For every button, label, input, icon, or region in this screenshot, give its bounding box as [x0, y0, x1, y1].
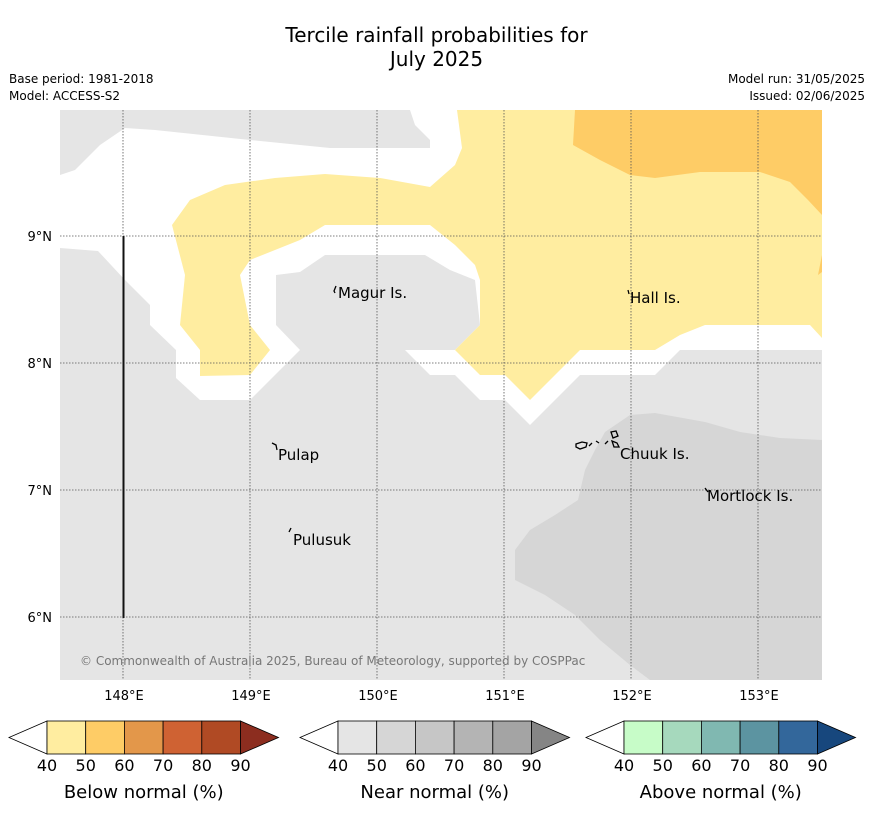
lat-label-9n: 9°N	[28, 230, 53, 245]
lat-label-7n: 7°N	[28, 484, 53, 499]
legend-title: Near normal (%)	[360, 782, 509, 803]
legend-color-box	[337, 720, 378, 755]
legend-color-box	[414, 720, 455, 755]
legend-tick-label: 90	[230, 756, 250, 775]
place-label-pulap: Pulap	[278, 446, 319, 464]
legend-below-normal: 40 50 60 70 80 90 Below normal (%)	[7, 720, 280, 803]
legend-tick-label: 60	[691, 756, 711, 775]
legend-tick-label: 40	[328, 756, 348, 775]
legend-tick-label: 50	[367, 756, 387, 775]
legend-tick-label: 40	[37, 756, 57, 775]
lat-label-6n: 6°N	[28, 611, 53, 626]
legend-color-box	[201, 720, 241, 755]
legend-title: Above normal (%)	[640, 782, 802, 803]
legend-low-arrow	[584, 720, 625, 755]
pulusuk-island-outline	[288, 527, 292, 533]
legend-color-box	[46, 720, 87, 755]
legend-high-arrow	[817, 720, 857, 755]
legend-above-normal: 40 50 60 70 80 90 Above normal (%)	[584, 720, 857, 803]
legend-near-normal: 40 50 60 70 80 90 Near normal (%)	[298, 720, 571, 803]
legend-high-arrow	[531, 720, 571, 755]
lat-label-8n: 8°N	[28, 357, 53, 372]
legend-color-box	[85, 720, 125, 755]
near-normal-50-region	[515, 413, 822, 680]
legend-color-box	[453, 720, 494, 755]
legend-tick-label: 90	[521, 756, 541, 775]
model-run-text: Model run: 31/05/2025	[727, 72, 865, 86]
legend-high-arrow	[240, 720, 280, 755]
below-normal-50-region	[573, 110, 822, 215]
place-label-hall: Hall Is.	[630, 289, 681, 307]
chuuk-island-outline	[575, 430, 621, 450]
near-normal-40-region-north	[60, 110, 430, 175]
copyright-text: © Commonwealth of Australia 2025, Bureau…	[80, 654, 585, 668]
lon-label-152e: 152°E	[612, 689, 652, 704]
legend-color-box	[623, 720, 664, 755]
issued-text: Issued: 02/06/2025	[749, 89, 865, 103]
map-title-line2: July 2025	[389, 47, 484, 71]
below-normal-40-region	[172, 110, 822, 400]
legend-tick-label: 80	[769, 756, 789, 775]
map-canvas: Magur Is. Hall Is. Pulap Chuuk Is. Mortl…	[60, 110, 822, 680]
legend-color-box	[701, 720, 741, 755]
legend-tick-label: 80	[192, 756, 212, 775]
model-text: Model: ACCESS-S2	[9, 89, 121, 103]
legend-tick-label: 40	[614, 756, 634, 775]
legend-title: Below normal (%)	[64, 782, 224, 803]
legend-color-box	[492, 720, 532, 755]
legend-color-box	[662, 720, 702, 755]
pulap-island-outline	[271, 442, 278, 451]
mortlock-island-outline	[704, 487, 709, 493]
legend-tick-label: 90	[807, 756, 827, 775]
island-markers	[271, 285, 709, 533]
legend-tick-label: 70	[444, 756, 464, 775]
lon-label-149e: 149°E	[231, 689, 271, 704]
base-period-text: Base period: 1981-2018	[9, 72, 154, 86]
legend-color-box	[162, 720, 203, 755]
lon-label-150e: 150°E	[358, 689, 398, 704]
place-label-mortlock: Mortlock Is.	[707, 487, 793, 505]
legend-color-box	[778, 720, 818, 755]
magur-island-outline	[333, 285, 337, 294]
below-normal-50-sliver	[818, 255, 822, 275]
place-label-magur: Magur Is.	[338, 284, 407, 302]
legend-tick-label: 80	[483, 756, 503, 775]
legend-tick-label: 50	[653, 756, 673, 775]
hall-island-outline	[627, 289, 630, 295]
lon-label-151e: 151°E	[485, 689, 525, 704]
legend-low-arrow	[7, 720, 48, 755]
lon-label-153e: 153°E	[739, 689, 779, 704]
map-title-line1: Tercile rainfall probabilities for	[285, 23, 588, 47]
legend-color-box	[376, 720, 416, 755]
place-label-chuuk: Chuuk Is.	[620, 445, 689, 463]
legend-color-box	[739, 720, 780, 755]
legend-tick-label: 70	[153, 756, 173, 775]
legend-tick-label: 60	[405, 756, 425, 775]
legend-low-arrow	[298, 720, 339, 755]
legend-color-box	[124, 720, 164, 755]
legend-tick-label: 60	[114, 756, 134, 775]
lon-label-148e: 148°E	[104, 689, 144, 704]
place-label-pulusuk: Pulusuk	[293, 531, 351, 549]
legend-tick-label: 70	[730, 756, 750, 775]
legend-tick-label: 50	[76, 756, 96, 775]
